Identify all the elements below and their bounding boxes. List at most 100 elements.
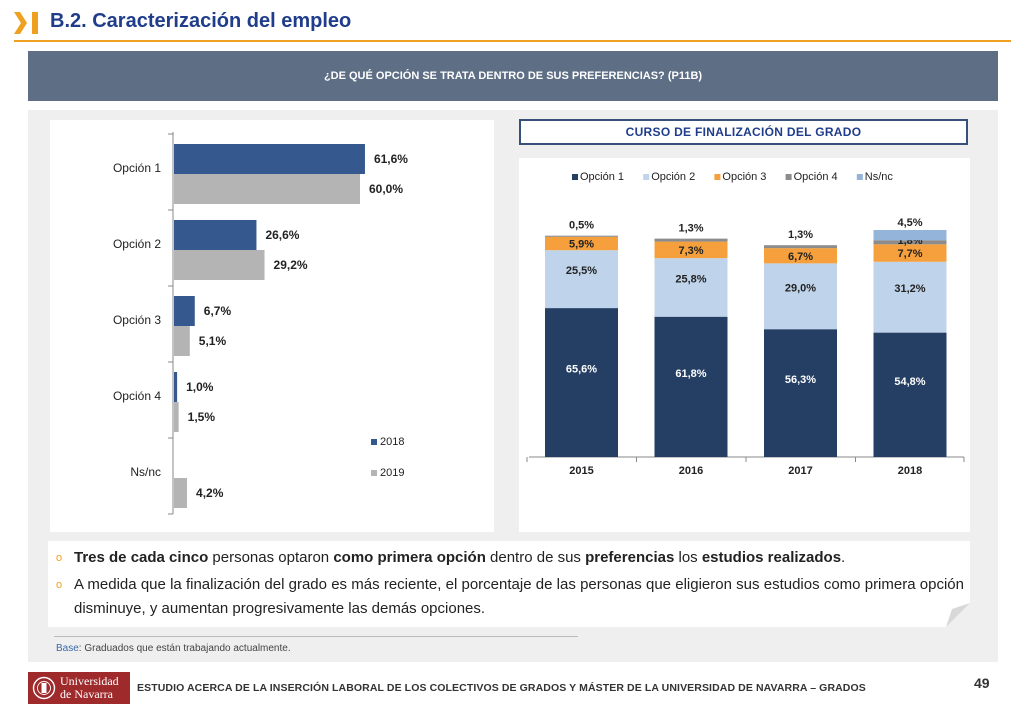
logo-line-1: Universidad <box>60 674 119 688</box>
finding-emphasis: como primera opción <box>333 549 486 566</box>
bar <box>174 144 365 174</box>
data-label: 25,8% <box>675 273 706 285</box>
data-label: 26,6% <box>265 228 299 242</box>
stacked-segment <box>545 250 618 309</box>
base-divider <box>54 636 578 637</box>
finding-fragment: . <box>841 549 846 566</box>
data-label: 25,5% <box>566 265 597 277</box>
stacked-segment <box>654 238 728 242</box>
stacked-segment <box>873 230 947 241</box>
data-label: 5,9% <box>569 239 594 251</box>
base-label: Base <box>56 643 79 654</box>
finding-text: A medida que la finalización del grado e… <box>74 573 964 621</box>
stacked-segment <box>873 244 947 262</box>
bar <box>174 220 257 250</box>
x-tick-label: 2016 <box>679 465 703 477</box>
data-label: 54,8% <box>894 376 925 388</box>
stacked-segment <box>764 245 837 249</box>
university-seal-icon <box>32 676 56 700</box>
legend-swatch <box>856 174 863 180</box>
legend-swatch <box>371 470 377 476</box>
question-banner: ¿DE QUÉ OPCIÓN SE TRATA DENTRO DE SUS PR… <box>28 51 998 101</box>
base-text: : Graduados que están trabajando actualm… <box>78 643 291 654</box>
finding-fragment: los <box>674 549 702 566</box>
logo-line-2: de Navarra <box>60 687 113 701</box>
legend-label: Ns/nc <box>865 171 894 183</box>
footer-text: ESTUDIO ACERCA DE LA INSERCIÓN LABORAL D… <box>137 682 866 694</box>
stacked-segment <box>654 241 728 259</box>
category-label: Opción 4 <box>113 389 161 403</box>
stacked-bar-chart: Opción 1 Opción 2 Opción 3 Opción 4 Ns/nc 65,… <box>526 171 965 477</box>
data-label: 56,3% <box>785 374 816 386</box>
stacked-segment <box>545 236 618 251</box>
finding-emphasis: Tres de cada cinco <box>74 549 209 566</box>
x-tick-label: 2018 <box>898 465 922 477</box>
category-label: Opción 3 <box>113 313 161 327</box>
data-label: 4,5% <box>897 217 922 229</box>
category-label: Ns/nc <box>130 465 161 479</box>
x-tick-label: 2015 <box>569 465 593 477</box>
data-label: 31,2% <box>894 283 925 295</box>
data-label: 61,6% <box>374 152 408 166</box>
data-label: 1,5% <box>188 410 216 424</box>
legend-swatch <box>643 174 650 180</box>
bullet-circle-icon: o <box>56 579 63 591</box>
data-label: 29,2% <box>274 258 308 272</box>
stacked-segment <box>545 235 618 237</box>
findings-box <box>48 541 970 627</box>
stacked-segment <box>654 258 728 317</box>
stacked-segment <box>764 263 837 330</box>
data-label: 5,1% <box>199 334 227 348</box>
chevron-right-bars-icon <box>14 12 38 34</box>
legend-swatch <box>714 174 721 180</box>
legend-swatch <box>371 439 377 445</box>
legend-swatch <box>572 174 578 180</box>
category-label: Opción 2 <box>113 237 161 251</box>
bar <box>174 250 265 280</box>
page-title: B.2. Caracterización del empleo <box>50 10 352 32</box>
bullet-circle-icon: o <box>56 552 63 564</box>
category-label: Opción 1 <box>113 161 161 175</box>
title-divider <box>14 40 1011 42</box>
stacked-segment <box>545 308 618 457</box>
chart-subtitle-text: CURSO DE FINALIZACIÓN DEL GRADO <box>625 125 862 139</box>
finding-fragment: personas optaron <box>208 549 334 566</box>
question-text: ¿DE QUÉ OPCIÓN SE TRATA DENTRO DE SUS PR… <box>323 70 703 82</box>
base-note: Base: Graduados que están trabajando act… <box>56 643 291 654</box>
chart-subtitle: CURSO DE FINALIZACIÓN DEL GRADO <box>519 119 968 145</box>
data-label: 61,8% <box>675 368 706 380</box>
university-logo: Universidad de Navarra <box>28 672 130 704</box>
legend-label: 2019 <box>380 467 404 479</box>
data-label: 7,7% <box>897 248 922 260</box>
data-label: 6,7% <box>788 251 813 263</box>
finding-fragment: A medida que la finalización del grado e… <box>74 576 964 617</box>
finding-emphasis: preferencias <box>585 549 675 566</box>
legend-label: Opción 1 <box>580 171 624 183</box>
legend-label: Opción 4 <box>794 171 838 183</box>
finding-emphasis: estudios realizados <box>701 549 842 566</box>
finding-fragment: dentro de sus <box>485 549 586 566</box>
bar <box>174 326 190 356</box>
bar <box>174 478 188 508</box>
bar <box>174 296 195 326</box>
x-tick-label: 2017 <box>788 465 812 477</box>
data-label: 65,6% <box>566 364 597 376</box>
legend-label: 2018 <box>380 436 404 448</box>
finding-text: Tres de cada cinco personas optaron como… <box>74 546 964 570</box>
bar <box>174 402 179 432</box>
completion-year-chart: Opción 1 Opción 2 Opción 3 Opción 4 Ns/nc 65,… <box>519 158 970 532</box>
page-number: 49 <box>974 675 990 691</box>
legend-swatch <box>785 174 792 180</box>
stacked-segment <box>654 316 728 457</box>
data-label: 4,2% <box>196 486 224 500</box>
stacked-segment <box>873 332 947 457</box>
stacked-segment <box>764 329 837 457</box>
stacked-segment <box>873 240 947 245</box>
data-label: 1,0% <box>186 380 214 394</box>
stacked-segment <box>873 261 947 333</box>
data-label: 1,3% <box>788 229 813 241</box>
data-label: 7,3% <box>678 245 703 257</box>
stacked-segment <box>764 248 837 264</box>
legend-label: Opción 3 <box>722 171 766 183</box>
bar <box>174 372 178 402</box>
